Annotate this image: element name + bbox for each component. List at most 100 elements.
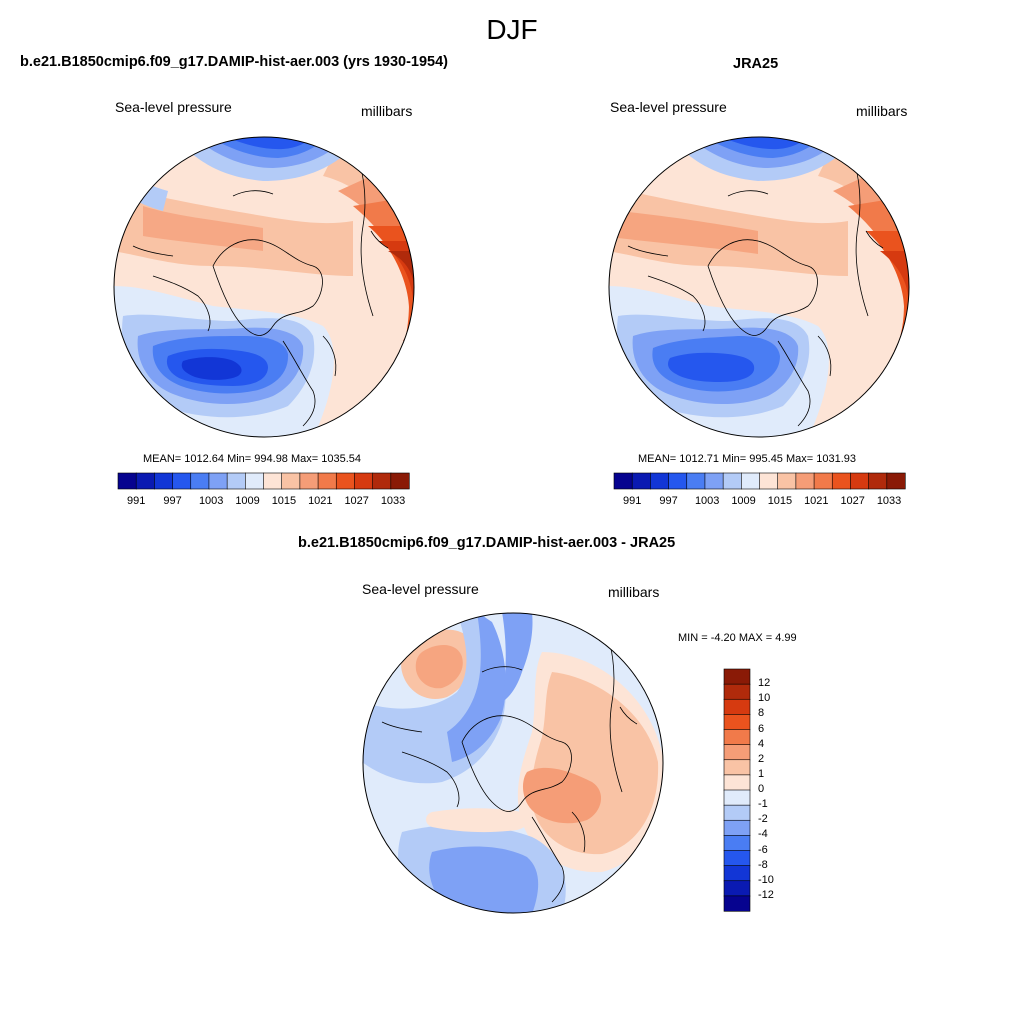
- colorbar-swatch: [723, 804, 751, 821]
- colorbar-swatch: [868, 472, 888, 490]
- colorbar-tick-label: -8: [758, 858, 768, 871]
- colorbar-swatch: [723, 668, 751, 685]
- colorbar-tick-label: 4: [758, 737, 765, 750]
- diff-polar-map: [362, 612, 664, 914]
- colorbar-tick-label: 1027: [344, 495, 369, 507]
- model-polar-map: [113, 136, 415, 438]
- model-units-label: millibars: [361, 103, 413, 119]
- colorbar-tick-label: 1033: [876, 495, 902, 507]
- colorbar-swatch: [723, 865, 751, 882]
- colorbar-swatch: [741, 472, 761, 490]
- colorbar-tick-label: 1003: [198, 495, 224, 507]
- model-colorbar: [117, 472, 410, 490]
- colorbar-swatch: [723, 789, 751, 806]
- colorbar-tick-label: 8: [758, 707, 765, 720]
- model-variable-label: Sea-level pressure: [115, 99, 232, 115]
- colorbar-tick-label: 1015: [767, 495, 793, 507]
- colorbar-tick-label: -1: [758, 798, 768, 811]
- colorbar-swatch: [723, 895, 751, 912]
- colorbar-swatch: [135, 472, 155, 490]
- colorbar-swatch: [172, 472, 192, 490]
- colorbar-swatch: [686, 472, 706, 490]
- diff-stats: MIN = -4.20 MAX = 4.99: [678, 632, 797, 644]
- colorbar-tick-label: -10: [758, 873, 774, 886]
- model-colorbar-ticks: 991 997 1003 1009 1015 1021 1027 1033: [118, 495, 409, 509]
- colorbar-swatch: [886, 472, 906, 490]
- colorbar-swatch: [354, 472, 374, 490]
- colorbar-swatch: [613, 472, 633, 490]
- colorbar-swatch: [723, 880, 751, 897]
- colorbar-tick-label: -6: [758, 843, 768, 856]
- diff-colorbar: [723, 668, 751, 912]
- colorbar-tick-label: 1: [758, 767, 765, 780]
- obs-colorbar: [613, 472, 906, 490]
- obs-panel-title: JRA25: [733, 56, 779, 72]
- colorbar-tick-label: 997: [659, 495, 678, 507]
- colorbar-swatch: [117, 472, 137, 490]
- colorbar-swatch: [777, 472, 797, 490]
- obs-colorbar-ticks: 991 997 1003 1009 1015 1021 1027 1033: [614, 495, 905, 509]
- colorbar-tick-label: 1033: [380, 495, 406, 507]
- colorbar-tick-label: 2: [758, 752, 765, 765]
- colorbar-swatch: [335, 472, 356, 490]
- colorbar-swatch: [245, 472, 265, 490]
- colorbar-swatch: [208, 472, 228, 490]
- colorbar-swatch: [795, 472, 815, 490]
- colorbar-swatch: [831, 472, 852, 490]
- obs-variable-label: Sea-level pressure: [610, 99, 727, 115]
- colorbar-swatch: [723, 774, 751, 791]
- colorbar-swatch: [226, 472, 246, 490]
- colorbar-tick-label: 1003: [694, 495, 720, 507]
- colorbar-tick-label: -12: [758, 888, 774, 901]
- colorbar-swatch: [390, 472, 410, 490]
- model-panel-title: b.e21.B1850cmip6.f09_g17.DAMIP-hist-aer.…: [20, 54, 448, 70]
- colorbar-swatch: [723, 714, 751, 731]
- colorbar-swatch: [723, 835, 751, 852]
- colorbar-swatch: [190, 472, 210, 490]
- colorbar-swatch: [723, 819, 751, 836]
- colorbar-tick-label: 0: [758, 783, 765, 795]
- colorbar-tick-label: 1021: [804, 495, 829, 507]
- colorbar-swatch: [850, 472, 870, 490]
- colorbar-tick-label: 997: [163, 495, 182, 507]
- colorbar-swatch: [281, 472, 301, 490]
- model-stats: MEAN= 1012.64 Min= 994.98 Max= 1035.54: [143, 453, 362, 465]
- colorbar-tick-label: 991: [127, 495, 146, 507]
- obs-units-label: millibars: [856, 103, 908, 119]
- colorbar-tick-label: -4: [758, 828, 768, 841]
- colorbar-swatch: [263, 472, 283, 490]
- colorbar-swatch: [154, 472, 174, 490]
- diff-units-label: millibars: [608, 584, 660, 600]
- diff-panel-title: b.e21.B1850cmip6.f09_g17.DAMIP-hist-aer.…: [298, 535, 676, 551]
- colorbar-tick-label: 12: [758, 677, 771, 690]
- colorbar-swatch: [723, 698, 751, 715]
- colorbar-tick-label: 1021: [308, 495, 333, 507]
- colorbar-tick-label: 991: [623, 495, 642, 507]
- colorbar-tick-label: 1027: [840, 495, 865, 507]
- diff-colorbar-ticks: 12 10 8 6 4 2 1 0 -1 -2 -4 -6 -8 -10 -12: [758, 669, 798, 911]
- obs-polar-map: [608, 136, 910, 438]
- colorbar-swatch: [723, 850, 751, 867]
- diff-variable-label: Sea-level pressure: [362, 581, 479, 597]
- colorbar-swatch: [668, 472, 688, 490]
- colorbar-tick-label: 6: [758, 722, 765, 735]
- colorbar-tick-label: 1015: [271, 495, 297, 507]
- colorbar-swatch: [813, 472, 833, 490]
- colorbar-swatch: [704, 472, 724, 490]
- colorbar-swatch: [723, 759, 751, 776]
- season-title: DJF: [486, 14, 538, 45]
- colorbar-swatch: [723, 744, 751, 761]
- obs-stats: MEAN= 1012.71 Min= 995.45 Max= 1031.93: [638, 453, 857, 465]
- colorbar-tick-label: 1009: [235, 495, 260, 507]
- colorbar-swatch: [299, 472, 319, 490]
- colorbar-tick-label: -2: [758, 813, 768, 826]
- colorbar-tick-label: 1009: [731, 495, 756, 507]
- colorbar-swatch: [722, 472, 742, 490]
- colorbar-swatch: [650, 472, 670, 490]
- colorbar-swatch: [372, 472, 392, 490]
- colorbar-swatch: [723, 683, 751, 700]
- colorbar-swatch: [317, 472, 337, 490]
- colorbar-swatch: [631, 472, 651, 490]
- colorbar-swatch: [759, 472, 779, 490]
- colorbar-swatch: [723, 729, 751, 746]
